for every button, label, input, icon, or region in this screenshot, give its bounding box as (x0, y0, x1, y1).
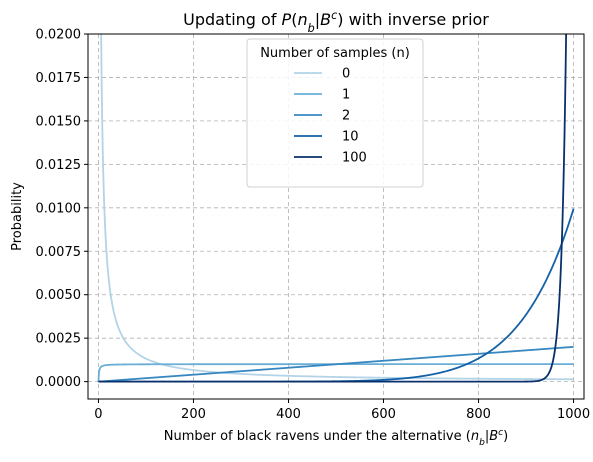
y-tick-label: 0.0075 (36, 245, 82, 260)
x-tick-label: 400 (276, 407, 301, 422)
y-tick-label: 0.0050 (36, 288, 82, 303)
x-tick-label: 1000 (557, 407, 590, 422)
y-axis-label: Probability (10, 182, 25, 251)
legend-label-0: 0 (342, 67, 350, 82)
y-tick-label: 0.0175 (36, 71, 82, 86)
plot-frame (87, 33, 585, 400)
x-tick-label: 800 (466, 407, 491, 422)
y-tick-label: 0.0150 (36, 114, 82, 129)
x-tick-label: 200 (181, 407, 206, 422)
legend-box (246, 38, 424, 188)
y-tick-label: 0.0200 (36, 28, 82, 43)
y-tick-label: 0.0125 (36, 158, 82, 173)
legend-label-100: 100 (342, 151, 367, 166)
y-tick-label: 0.0100 (36, 201, 82, 216)
legend-label-10: 10 (342, 130, 359, 145)
legend-label-2: 2 (342, 109, 350, 124)
series-line-100 (98, 34, 568, 383)
y-tick-label: 0.0000 (36, 375, 82, 390)
plot-area (97, 34, 575, 383)
legend-label-1: 1 (342, 88, 350, 103)
legend: Number of samples (n) 0 1 2 10 100 (246, 38, 424, 188)
x-tick-label: 0 (94, 407, 102, 422)
axes-ticks: 0 200 400 600 800 10000.00000.00250.00500.007… (36, 28, 591, 423)
series-line-0 (100, 34, 574, 381)
legend-title: Number of samples (n) (260, 46, 410, 61)
x-axis-label: Number of black ravens under the alterna… (164, 428, 509, 448)
chart-title: Updating of P(nb|Bc) with inverse prior (183, 9, 489, 35)
series-line-2 (98, 345, 574, 383)
x-tick-label: 600 (371, 407, 396, 422)
y-tick-label: 0.0025 (36, 332, 82, 347)
series-line-10 (98, 208, 575, 383)
